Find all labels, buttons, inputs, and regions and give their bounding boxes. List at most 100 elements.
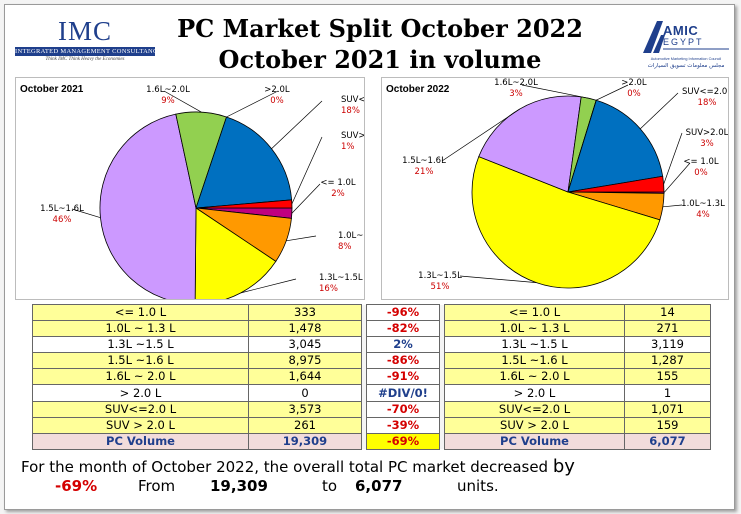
- pie-october-2022-slice-5-percent: 0%: [627, 89, 641, 99]
- table-cell-label-2021: 1.3L ~1.5 L: [32, 336, 249, 354]
- table-cell-label-2021: SUV<=2.0 L: [32, 400, 249, 418]
- imc-logo: IMC INTEGRATED MANAGEMENT CONSULTANCY Th…: [15, 16, 163, 62]
- table-cell-change: 2%: [366, 336, 440, 354]
- summary-change: -69%: [55, 477, 98, 495]
- volume-table: <= 1.0 L 333 -96% <= 1.0 L 14 1.0L ~ 1.3 L 1,4…: [32, 303, 711, 450]
- table-cell-label-2022: <= 1.0 L: [444, 303, 625, 322]
- table-cell-value-2022: 155: [624, 368, 711, 386]
- pie-october-2021-slice-1-leader: [286, 235, 317, 242]
- pie-title-2022: October 2022: [386, 84, 450, 95]
- table-total-row: PC Volume 19,309 -69% PC Volume 6,077: [32, 432, 711, 450]
- table-cell-value-2021: 1,644: [248, 368, 362, 386]
- imc-logo-name: IMC: [57, 16, 112, 46]
- pie-october-2022-slice-6-leader: [640, 92, 679, 130]
- pie-october-2022-slice-3-percent: 21%: [415, 167, 434, 177]
- table-cell-value-2022: 159: [624, 416, 711, 434]
- summary-from-value: 19,309: [210, 477, 268, 495]
- pie-october-2022-slice-2: [471, 156, 661, 289]
- table-cell-change: -91%: [366, 368, 440, 386]
- pie-october-2022-slice-6: [567, 99, 664, 193]
- pie-october-2021-slice-7: [195, 199, 293, 209]
- table-cell-value-2021: 0: [248, 384, 362, 402]
- table-cell-label-2022: SUV > 2.0 L: [444, 416, 625, 434]
- table-cell-value-2021: 3,573: [248, 400, 362, 418]
- pie-title-2021: October 2021: [20, 84, 84, 95]
- pie-october-2022-slice-4-percent: 3%: [509, 89, 523, 99]
- table-cell-value-2022: 1,287: [624, 352, 711, 370]
- pie-october-2022-slice-6-percent: 18%: [698, 98, 717, 108]
- table-cell-label-2021: 1.6L ~ 2.0 L: [32, 368, 249, 386]
- table-cell-value-2022: 1: [624, 384, 711, 402]
- pie-october-2022-slice-0-percent: 0%: [694, 168, 708, 178]
- table-cell-label-2022: 1.0L ~ 1.3 L: [444, 320, 625, 338]
- table-row: 1.6L ~ 2.0 L 1,644 -91% 1.6L ~ 2.0 L 155: [32, 368, 711, 386]
- total-label-2021: PC Volume: [32, 432, 249, 450]
- summary-to-word: to: [322, 477, 338, 495]
- pie-october-2021-slice-2-leader: [240, 278, 297, 294]
- page-title: PC Market Split October 2022 October 202…: [165, 13, 595, 75]
- table-cell-label-2022: SUV<=2.0 L: [444, 400, 625, 418]
- total-value-2021: 19,309: [248, 432, 362, 450]
- summary-text: For the month of October 2022, the overa…: [21, 458, 549, 476]
- pie-october-2021-slice-7-label: SUV>2.0L: [341, 131, 364, 141]
- table-cell-change: -70%: [366, 400, 440, 418]
- pie-october-2022-slice-7: [567, 175, 665, 193]
- amic-logo-subtitle: Automotive Marketing Information Council: [650, 57, 722, 61]
- amic-logo-name: AMIC: [663, 23, 699, 38]
- pie-october-2022-slice-7-leader: [663, 132, 683, 185]
- pie-october-2021-slice-6-percent: 18%: [341, 106, 360, 116]
- table-cell-value-2021: 8,975: [248, 352, 362, 370]
- pie-october-2022-slice-4-leader: [521, 84, 589, 99]
- pie-october-2022-slice-1-label: 1.0L~1.3L: [681, 199, 725, 209]
- table-row: 1.0L ~ 1.3 L 1,478 -82% 1.0L ~ 1.3 L 271: [32, 320, 711, 338]
- pie-october-2021-slice-1-label: 1.0L~1.3L: [338, 231, 364, 241]
- table-cell-value-2021: 261: [248, 416, 362, 434]
- table-cell-value-2021: 333: [248, 303, 362, 322]
- amic-logo-country: EGYPT: [663, 37, 704, 47]
- summary-from-word: From: [138, 477, 176, 495]
- pie-2022-svg: <= 1.0L0%1.0L~1.3L4%1.3L~1.5L51%1.5L~1.6…: [402, 78, 728, 292]
- pie-october-2022-slice-5-label: >2.0L: [621, 78, 647, 88]
- table-cell-label-2022: 1.3L ~1.5 L: [444, 336, 625, 354]
- pie-october-2021-slice-3-label: 1.5L~1.6L: [40, 204, 84, 214]
- table-cell-label-2021: SUV > 2.0 L: [32, 416, 249, 434]
- table-cell-change: -96%: [366, 303, 440, 322]
- table-cell-label-2022: > 2.0 L: [444, 384, 625, 402]
- pie-october-2021-slice-7-leader: [291, 136, 323, 205]
- pie-october-2022-slice-1-percent: 4%: [696, 210, 710, 220]
- pie-october-2022-slice-2-percent: 51%: [431, 282, 450, 292]
- table-row: SUV<=2.0 L 3,573 -70% SUV<=2.0 L 1,071: [32, 400, 711, 418]
- slide: IMC INTEGRATED MANAGEMENT CONSULTANCY Th…: [4, 4, 735, 510]
- pie-october-2021-slice-6-label: SUV<=2.0L: [341, 95, 364, 105]
- pie-october-2021-slice-6-leader: [271, 100, 323, 149]
- pie-october-2022-slice-0-leader: [663, 162, 691, 193]
- table-cell-label-2021: <= 1.0 L: [32, 303, 249, 322]
- imc-logo-subtitle: INTEGRATED MANAGEMENT CONSULTANCY: [15, 47, 163, 56]
- table-cell-change: -39%: [366, 416, 440, 434]
- summary-by: by: [552, 456, 575, 477]
- table-cell-value-2022: 3,119: [624, 336, 711, 354]
- table-cell-value-2021: 3,045: [248, 336, 362, 354]
- table-cell-label-2021: 1.5L ~1.6 L: [32, 352, 249, 370]
- pie-october-2022-slice-3-label: 1.5L~1.6L: [402, 156, 446, 166]
- pie-october-2021-slice-2-label: 1.3L~1.5L: [319, 273, 363, 283]
- pie-october-2022-slice-1-leader: [662, 204, 683, 208]
- table-cell-change: -86%: [366, 352, 440, 370]
- pie-october-2021-slice-4-leader: [163, 90, 202, 113]
- pie-october-2021-slice-3-leader: [71, 208, 101, 219]
- total-change: -69%: [366, 432, 440, 450]
- table-cell-value-2022: 14: [624, 303, 711, 322]
- pie-october-2022-slice-6-label: SUV<=2.0L: [682, 87, 728, 97]
- table-cell-label-2022: 1.5L ~1.6 L: [444, 352, 625, 370]
- summary-line-1: For the month of October 2022, the overa…: [21, 456, 575, 477]
- table-cell-change: #DIV/0!: [366, 384, 440, 402]
- pie-october-2021-slice-3-percent: 46%: [53, 215, 72, 225]
- table-cell-change: -82%: [366, 320, 440, 338]
- amic-logo-arabic: مجلس معلومات تسويق السيارات: [647, 63, 725, 69]
- title-line-2: October 2021 in volume: [218, 45, 542, 74]
- table-row: SUV > 2.0 L 261 -39% SUV > 2.0 L 159: [32, 416, 711, 434]
- summary-to-value: 6,077: [355, 477, 403, 495]
- title-line-1: PC Market Split October 2022: [177, 14, 583, 43]
